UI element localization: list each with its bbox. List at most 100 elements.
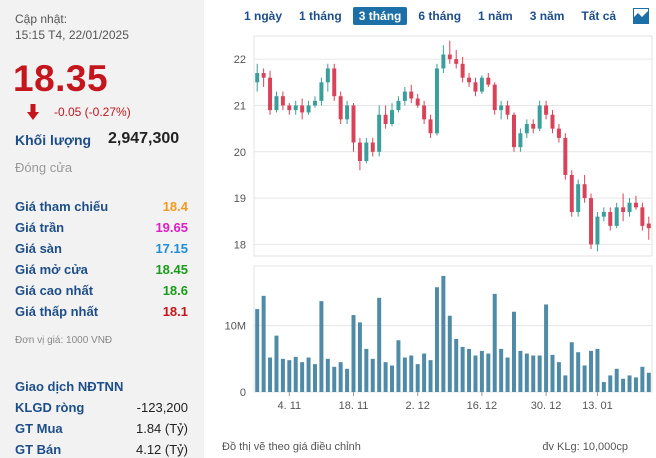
foreign-net-label: KLGD ròng bbox=[15, 400, 85, 415]
volume-bar bbox=[569, 342, 574, 392]
volume-bar bbox=[595, 348, 600, 392]
candle-body bbox=[576, 184, 581, 212]
volume-bar bbox=[563, 375, 568, 392]
chart-footnote: Đồ thị vẽ theo giá điều chỉnh bbox=[222, 441, 361, 453]
volume-bar bbox=[633, 377, 638, 392]
tab-1-year[interactable]: 1 năm bbox=[478, 9, 513, 23]
current-price: 18.35 bbox=[13, 58, 109, 99]
arrow-down-icon bbox=[27, 104, 39, 120]
price-tick-label: 19 bbox=[234, 193, 246, 205]
volume-bar bbox=[486, 353, 491, 392]
x-tick-label: 30. 12 bbox=[531, 400, 562, 412]
candle-body bbox=[454, 59, 459, 64]
candle-body bbox=[268, 77, 273, 111]
volume-bar bbox=[614, 368, 619, 392]
stat-label-low: Giá thấp nhất bbox=[15, 304, 99, 319]
volume-bar bbox=[608, 375, 613, 392]
volume-bar bbox=[415, 364, 420, 392]
candle-body bbox=[370, 142, 375, 152]
x-tick-label: 16. 12 bbox=[467, 400, 498, 412]
candle-body bbox=[460, 63, 465, 78]
area-chart-icon[interactable] bbox=[633, 8, 650, 24]
tab-3-years[interactable]: 3 năm bbox=[529, 9, 565, 23]
tab-1-month[interactable]: 1 tháng bbox=[299, 9, 342, 23]
candle-body bbox=[441, 54, 446, 69]
candle-body bbox=[377, 114, 382, 152]
candle-body bbox=[306, 105, 311, 113]
volume-bar bbox=[627, 375, 632, 392]
tab-3-months[interactable]: 3 tháng bbox=[352, 7, 408, 25]
candle-body bbox=[364, 142, 369, 162]
volume-bar bbox=[550, 354, 555, 392]
volume-bar bbox=[576, 352, 581, 392]
candle-body bbox=[621, 207, 626, 212]
candle-body bbox=[255, 73, 260, 83]
x-tick-label: 18. 11 bbox=[339, 400, 369, 412]
volume-bar bbox=[505, 357, 510, 392]
volume-bar bbox=[589, 350, 594, 392]
candle-body bbox=[332, 68, 337, 97]
candle-body bbox=[627, 202, 632, 212]
foreign-sell-label: GT Bán bbox=[15, 442, 62, 457]
candle-body bbox=[428, 119, 433, 134]
volume-bar bbox=[441, 275, 446, 392]
volume-tick-label: 0 bbox=[240, 387, 246, 399]
update-label: Cập nhật: bbox=[15, 12, 68, 26]
volume-bar bbox=[556, 362, 561, 392]
x-tick-label: 2. 12 bbox=[405, 400, 429, 412]
volume-bar bbox=[357, 322, 362, 392]
candle-body bbox=[274, 96, 279, 111]
volume-bar bbox=[646, 372, 651, 392]
volume-tick-label: 10M bbox=[225, 321, 246, 333]
candle-body bbox=[569, 174, 574, 212]
price-panel-frame bbox=[253, 35, 653, 257]
volume-bar bbox=[300, 362, 305, 392]
candle-body bbox=[511, 114, 516, 148]
volume-bar bbox=[293, 356, 298, 392]
volume-bar bbox=[338, 362, 343, 392]
candle-body bbox=[415, 98, 420, 106]
volume-bar bbox=[325, 358, 330, 392]
candle-body bbox=[287, 105, 292, 111]
volume-bar bbox=[467, 348, 472, 392]
stat-label-ceiling: Giá trần bbox=[15, 220, 65, 235]
tab-all[interactable]: Tất cả bbox=[581, 9, 617, 23]
candle-body bbox=[409, 91, 414, 99]
candle-body bbox=[312, 100, 317, 106]
volume-bar bbox=[274, 335, 279, 392]
volume-bar bbox=[402, 357, 407, 392]
candle-body bbox=[531, 124, 536, 129]
candle-body bbox=[640, 207, 645, 226]
volume-bar bbox=[428, 360, 433, 392]
volume-bar bbox=[268, 357, 273, 392]
price-change: -0.05 (-0.27%) bbox=[54, 105, 131, 119]
volume-bar bbox=[518, 350, 523, 392]
volume-bar bbox=[492, 293, 497, 392]
foreign-sell-value: 4.12 (Tỷ) bbox=[135, 442, 188, 457]
candle-body bbox=[614, 207, 619, 226]
volume-bar bbox=[364, 348, 369, 392]
volume-bar bbox=[306, 357, 311, 392]
candle-body bbox=[582, 184, 587, 199]
candle-body bbox=[357, 142, 362, 162]
volume-bar bbox=[261, 295, 266, 392]
stat-value-floor: 17.15 bbox=[155, 241, 188, 256]
tab-6-months[interactable]: 6 tháng bbox=[418, 9, 462, 23]
candle-body bbox=[544, 105, 549, 115]
volume-value: 2,947,300 bbox=[108, 130, 180, 147]
candle-body bbox=[589, 198, 594, 245]
volume-bar bbox=[524, 353, 529, 392]
volume-bar bbox=[531, 355, 536, 392]
candle-body bbox=[505, 105, 510, 115]
stat-label-reference: Giá tham chiếu bbox=[15, 199, 109, 214]
volume-bar bbox=[377, 297, 382, 392]
candle-body bbox=[550, 114, 555, 129]
candle-body bbox=[261, 73, 266, 78]
stat-value-ceiling: 19.65 bbox=[155, 220, 188, 235]
candle-body bbox=[325, 68, 330, 83]
tab-1-day[interactable]: 1 ngày bbox=[244, 9, 283, 23]
volume-bar bbox=[479, 350, 484, 392]
candle-body bbox=[402, 91, 407, 101]
volume-bar bbox=[287, 360, 292, 392]
foreign-buy-label: GT Mua bbox=[15, 421, 63, 436]
